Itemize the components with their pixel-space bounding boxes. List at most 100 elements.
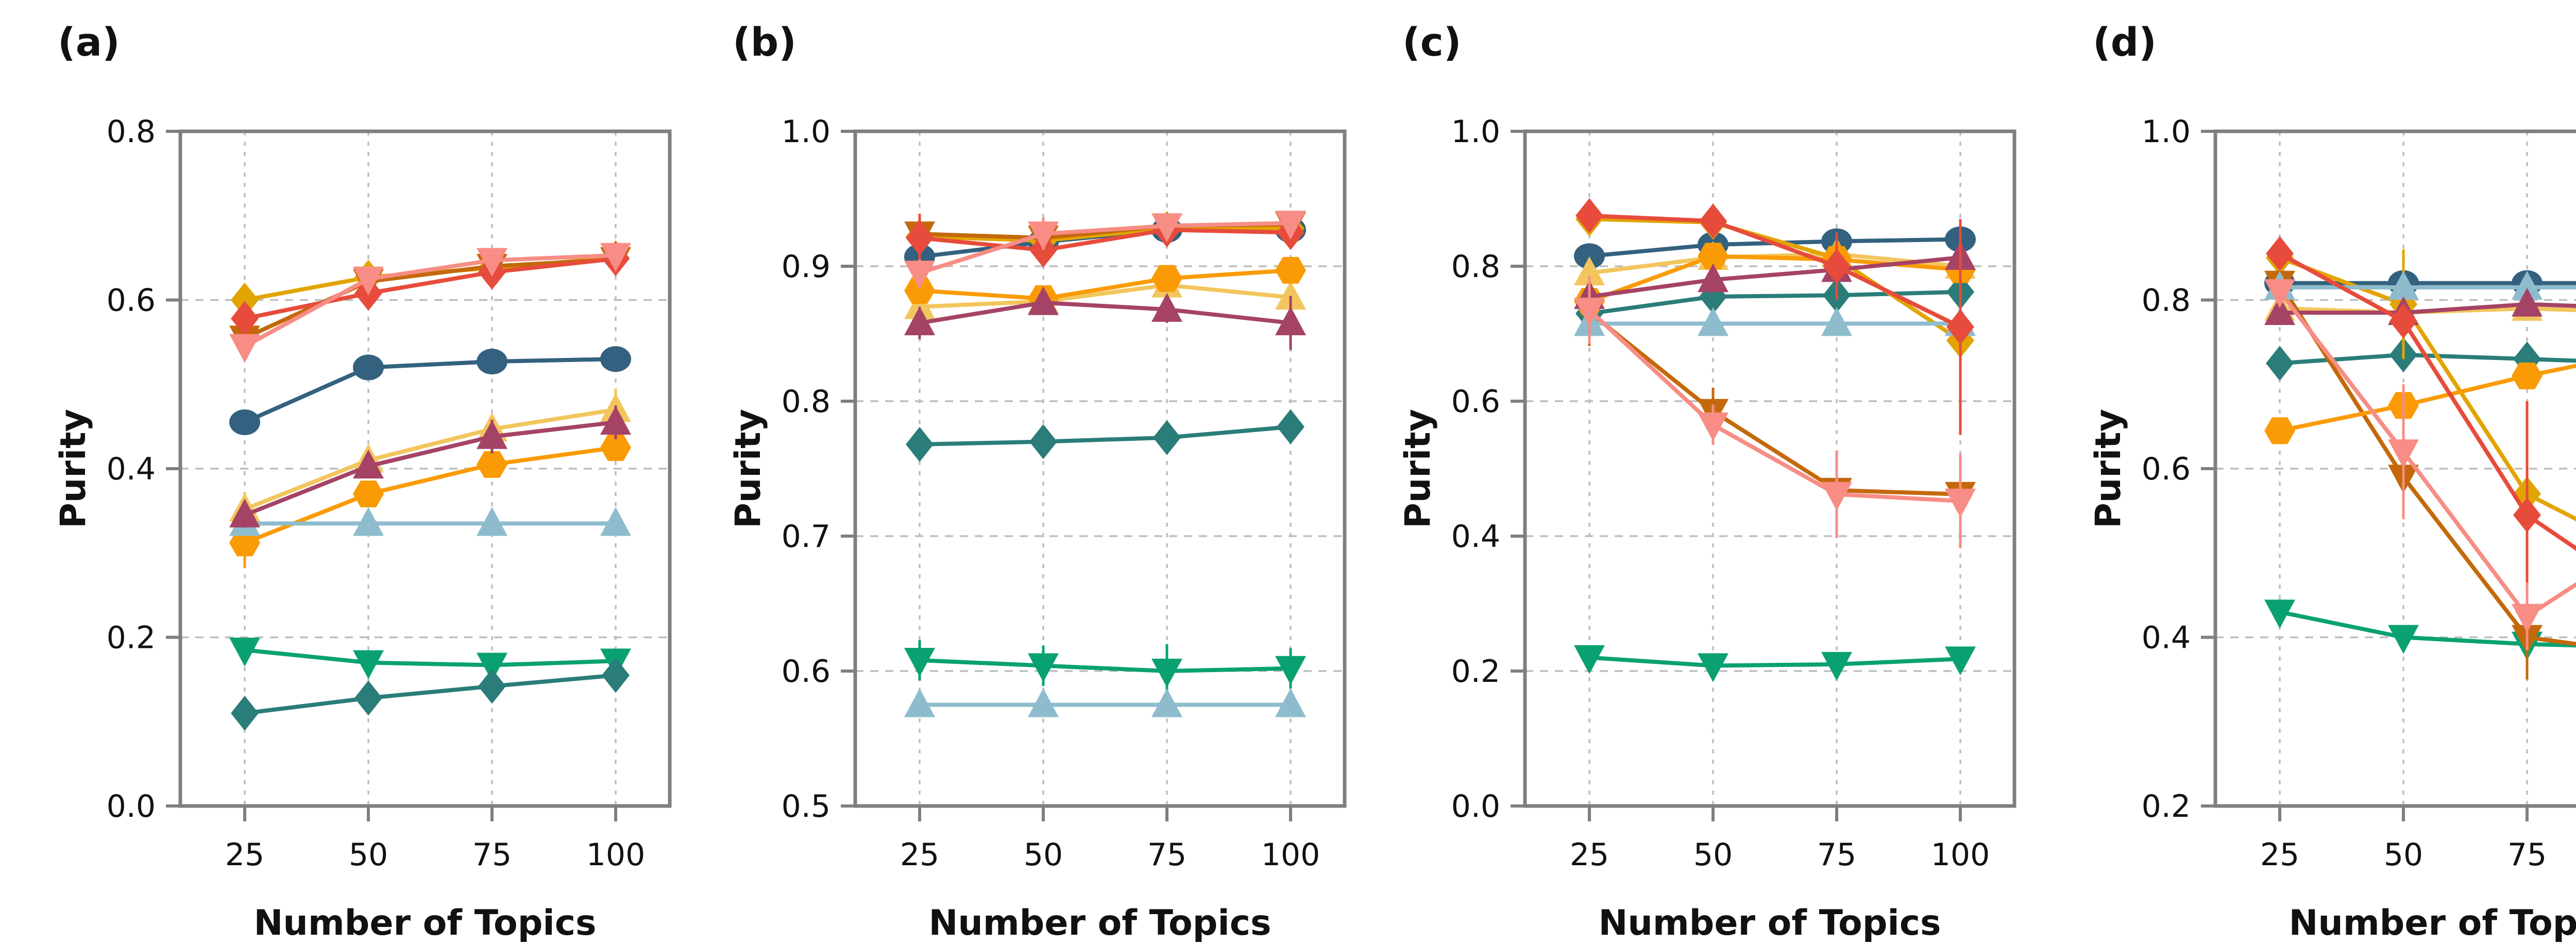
y-axis-label: Purity bbox=[2092, 409, 2129, 528]
series-line bbox=[2278, 610, 2576, 648]
series-line bbox=[243, 357, 618, 424]
diamond-marker bbox=[1029, 424, 1057, 459]
series-line bbox=[1587, 310, 1962, 496]
series-line bbox=[2278, 251, 2576, 551]
panel-a: 0.0 0.2 0.4 0.6 0.8 25 50 75 100 Number of Topics… bbox=[53, 0, 690, 944]
panel-a-chart: 0.0 0.2 0.4 0.6 0.8 25 50 75 100 Number of Topics… bbox=[53, 19, 672, 943]
series-line bbox=[243, 407, 618, 511]
triangle-up-marker bbox=[1698, 263, 1728, 293]
triangle-up-marker bbox=[904, 688, 935, 717]
triangle-up-marker bbox=[1028, 286, 1059, 315]
series-scholar bbox=[231, 240, 630, 318]
triangle-down-marker bbox=[2264, 279, 2295, 308]
y-tick-label: 0.2 bbox=[2142, 788, 2191, 825]
triangle-down-marker bbox=[1275, 211, 1306, 240]
y-tick-label: 0.9 bbox=[782, 249, 831, 285]
series-llm-itl-clntm bbox=[1574, 276, 1976, 548]
plot-frame bbox=[1523, 129, 2016, 808]
circle-marker bbox=[353, 354, 384, 381]
diamond-marker bbox=[478, 668, 506, 704]
x-tick-label: 50 bbox=[349, 837, 388, 873]
series-etm bbox=[229, 388, 631, 526]
y-tick-label: 0.6 bbox=[2142, 451, 2191, 487]
y-axis-label: Purity bbox=[732, 409, 769, 528]
y-tick-label: 1.0 bbox=[2142, 114, 2191, 150]
diamond-marker bbox=[2266, 346, 2294, 381]
triangle-up-marker bbox=[600, 507, 631, 536]
y-tick-label: 1.0 bbox=[782, 114, 831, 150]
y-tick-label: 0.6 bbox=[107, 283, 156, 319]
y-tick-label: 1.0 bbox=[1451, 114, 1500, 150]
y-tick-label: 0.5 bbox=[782, 788, 831, 825]
triangle-up-marker bbox=[1275, 306, 1306, 336]
series-llm-itl-clntm bbox=[229, 243, 631, 363]
circle-marker bbox=[229, 409, 260, 435]
diamond-marker bbox=[354, 680, 382, 716]
x-tick-label: 50 bbox=[1024, 837, 1063, 873]
triangle-up-marker bbox=[2512, 270, 2543, 300]
y-tick-label: 0.8 bbox=[1451, 249, 1500, 285]
triangle-down-marker bbox=[600, 243, 631, 272]
triangle-up-marker bbox=[1698, 307, 1728, 336]
y-tick-label: 0.8 bbox=[107, 114, 156, 150]
series-line bbox=[2278, 302, 2576, 315]
diamond-marker bbox=[231, 282, 259, 318]
x-tick-label: 75 bbox=[472, 837, 512, 873]
diamond-marker bbox=[602, 658, 630, 693]
series-line bbox=[1587, 255, 1962, 299]
series-line bbox=[243, 445, 618, 545]
series-line bbox=[918, 300, 1293, 325]
triangle-down-marker bbox=[1028, 221, 1059, 251]
triangle-down-marker bbox=[904, 261, 935, 290]
y-tick-label: 0.4 bbox=[1451, 519, 1500, 555]
series-line bbox=[1587, 289, 1962, 316]
series-line bbox=[2278, 352, 2576, 366]
series-line bbox=[243, 420, 618, 518]
triangle-down-marker bbox=[2264, 599, 2295, 629]
diamond-marker bbox=[1699, 203, 1727, 239]
series-line bbox=[2278, 364, 2576, 433]
triangle-up-marker bbox=[1821, 307, 1852, 336]
series-line bbox=[243, 257, 618, 340]
triangle-up-marker bbox=[2388, 270, 2419, 300]
series-plda bbox=[906, 409, 1304, 462]
series-line bbox=[2278, 255, 2576, 522]
series-topicgpt bbox=[1574, 307, 1976, 336]
diamond-marker bbox=[1277, 409, 1304, 444]
x-axis-label: Number of Topics bbox=[929, 903, 1272, 943]
triangle-down-marker bbox=[1151, 659, 1182, 688]
series-clntm bbox=[1574, 278, 1976, 528]
y-tick-label: 0.6 bbox=[1451, 384, 1500, 420]
x-tick-label: 100 bbox=[1931, 837, 1990, 873]
triangle-down-marker bbox=[2388, 439, 2419, 469]
x-tick-label: 50 bbox=[2384, 837, 2423, 873]
triangle-up-marker bbox=[1151, 688, 1182, 717]
triangle-up-marker bbox=[2512, 287, 2543, 317]
hexagon-marker bbox=[353, 480, 384, 508]
series-line bbox=[2278, 281, 2576, 646]
series-topicgpt bbox=[904, 688, 1306, 717]
triangle-down-marker bbox=[904, 648, 935, 677]
hexagon-marker bbox=[600, 434, 631, 461]
triangle-up-marker bbox=[353, 450, 384, 479]
triangle-up-marker bbox=[904, 290, 935, 319]
series-line bbox=[243, 673, 618, 715]
triangle-down-marker bbox=[229, 334, 260, 363]
triangle-down-marker bbox=[2388, 625, 2419, 654]
series-line bbox=[918, 221, 1293, 276]
triangle-up-marker bbox=[1574, 256, 1605, 286]
series-line bbox=[1587, 308, 1962, 503]
panel-b: 0.5 0.6 0.7 0.8 0.9 1.0 25 50 75 100 Number of Top… bbox=[728, 0, 1365, 944]
y-axis-label: Purity bbox=[57, 409, 94, 528]
hexagon-marker bbox=[1698, 243, 1728, 270]
circle-marker bbox=[1574, 243, 1605, 269]
series-llm-itl-scholar bbox=[2266, 236, 2576, 629]
series-line bbox=[2278, 306, 2576, 315]
triangle-down-marker bbox=[477, 248, 507, 277]
triangle-down-marker bbox=[1151, 213, 1182, 243]
diamond-marker bbox=[906, 426, 934, 462]
x-tick-label: 25 bbox=[1570, 837, 1609, 873]
series-line bbox=[243, 253, 618, 349]
series-line bbox=[918, 226, 1293, 243]
